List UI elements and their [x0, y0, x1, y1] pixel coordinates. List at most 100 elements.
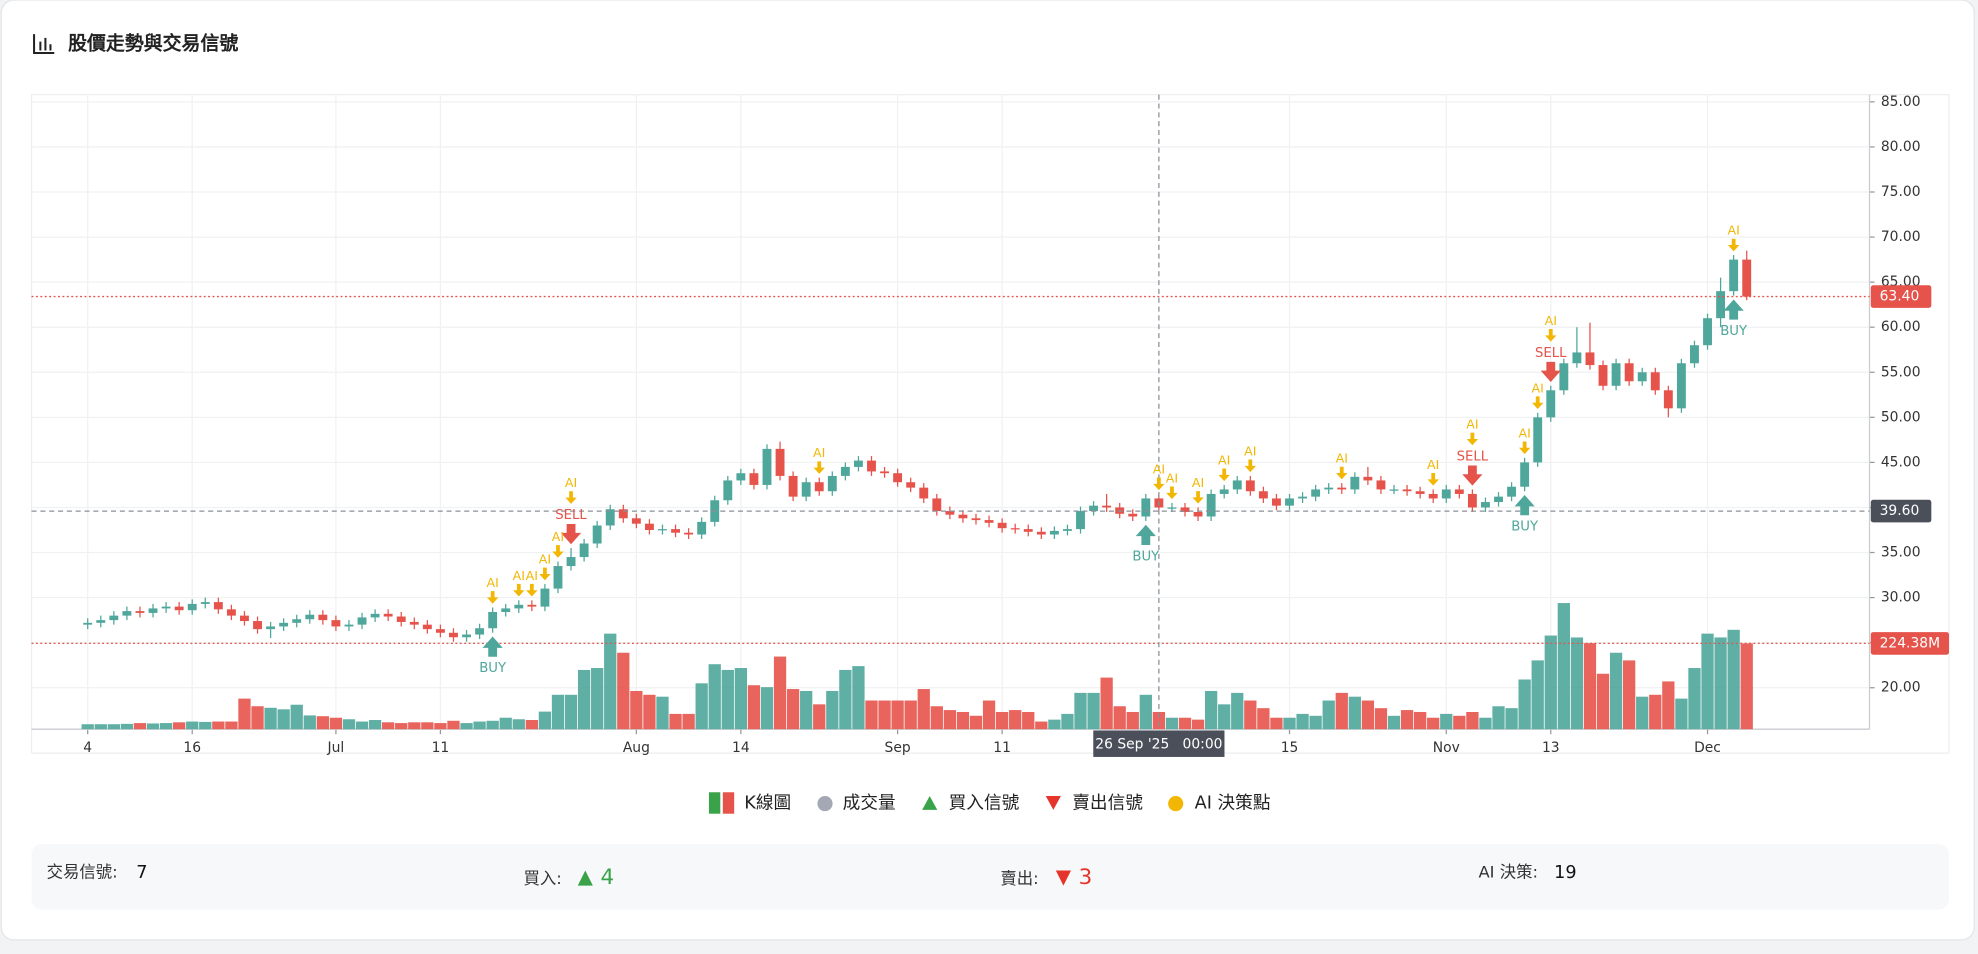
buy-label: BUY	[1132, 549, 1160, 564]
ai-arrow	[526, 583, 538, 597]
volume-bar	[159, 723, 173, 730]
volume-bar	[1113, 706, 1126, 730]
candle-body	[292, 619, 302, 623]
candle-body	[383, 613, 393, 617]
ai-label: AI	[1218, 452, 1230, 467]
last-price-box	[1870, 285, 1932, 308]
volume-bar	[747, 685, 761, 730]
legend-icon	[708, 792, 721, 814]
y-tick-label: 20.00	[1881, 680, 1921, 696]
summary-label: 賣出:	[1000, 869, 1038, 888]
candle-body	[161, 606, 171, 609]
volume-bar	[604, 633, 617, 730]
candle-body	[449, 632, 458, 638]
last-volume-box	[1870, 632, 1949, 655]
candle-body	[1676, 363, 1686, 409]
volume-bar	[434, 723, 447, 730]
candle-body	[1232, 480, 1242, 490]
volume-bar	[1348, 696, 1361, 730]
x-tick-label: Sep	[885, 740, 911, 756]
ai-arrow	[1545, 329, 1557, 342]
candle-body	[1441, 489, 1451, 499]
volume-bar	[1544, 635, 1557, 730]
candle-body	[671, 529, 680, 533]
volume-bar	[721, 669, 734, 730]
summary-label: AI 決策:	[1478, 862, 1538, 881]
volume-bar	[1309, 715, 1322, 730]
last-volume-label: 224.38M	[1880, 635, 1940, 651]
volume-bar	[1583, 643, 1597, 730]
candle-body	[971, 518, 981, 521]
volume-bar	[786, 689, 800, 730]
volume-bar	[1427, 717, 1440, 730]
y-tick-label: 35.00	[1881, 545, 1921, 561]
buy-arrow	[1514, 495, 1535, 516]
candle-body	[1298, 496, 1308, 499]
candle-body	[462, 634, 471, 638]
candle-body	[893, 473, 903, 483]
volume-bar	[212, 721, 225, 730]
candle-body	[775, 448, 785, 476]
volume-bar	[1061, 713, 1074, 730]
volume-bar	[1623, 660, 1636, 730]
candle-body	[226, 609, 236, 616]
candle-body	[1507, 486, 1517, 497]
candle-body	[723, 480, 733, 501]
volume-bar	[303, 715, 316, 730]
volume-bar	[617, 652, 630, 730]
ai-label: AI	[539, 552, 551, 567]
volume-bar	[1283, 717, 1296, 730]
candle-body	[253, 621, 262, 630]
volume-bar	[1178, 717, 1192, 730]
candle-body	[1376, 480, 1386, 490]
volume-bar	[1492, 706, 1505, 730]
candle-body	[867, 460, 876, 472]
ai-label: AI	[1466, 417, 1478, 432]
candle-body	[1546, 390, 1556, 418]
y-tick-label: 70.00	[1881, 229, 1921, 245]
candle-body	[1337, 487, 1347, 490]
candle-body	[697, 521, 707, 535]
volume-bar	[695, 683, 708, 730]
volume-bar	[551, 694, 565, 730]
candle-body	[1180, 507, 1190, 512]
volume-bar	[682, 713, 695, 730]
volume-bar	[316, 716, 329, 730]
candle-body	[422, 624, 432, 630]
y-tick-label: 30.00	[1881, 590, 1921, 606]
candle-body	[409, 621, 419, 625]
candle-body	[1285, 498, 1294, 506]
candle-body	[605, 509, 615, 526]
y-tick-label: 50.00	[1881, 409, 1921, 425]
volume-bar	[460, 723, 473, 730]
candle-body	[644, 523, 654, 530]
candle-body	[435, 629, 445, 633]
candle-body	[1324, 487, 1334, 490]
buy-icon	[577, 870, 593, 886]
volume-bar	[1257, 708, 1270, 730]
x-tick-label: 16	[183, 740, 201, 756]
buy-arrow	[482, 636, 503, 657]
volume-bar	[760, 687, 774, 730]
volume-bar	[669, 713, 682, 730]
volume-bar	[865, 700, 878, 730]
volume-bar	[486, 720, 499, 730]
volume-bar	[1740, 643, 1753, 730]
candle-body	[200, 602, 210, 604]
volume-bar	[1557, 603, 1570, 730]
volume-bar	[917, 689, 930, 730]
crosshair-price-label: 39.60	[1880, 503, 1920, 519]
candle-body	[762, 448, 772, 485]
volume-bar	[1662, 681, 1675, 730]
candle-body	[122, 611, 132, 616]
ai-arrow	[1466, 432, 1479, 446]
volume-bar	[839, 669, 852, 730]
legend-label: K線圖	[744, 793, 791, 814]
candle-body	[1585, 352, 1595, 366]
candle-body	[1598, 365, 1608, 386]
volume-bar	[1022, 711, 1035, 730]
volume-bar	[1714, 637, 1727, 730]
x-tick-label: Aug	[623, 740, 650, 756]
candle-body	[932, 498, 942, 512]
